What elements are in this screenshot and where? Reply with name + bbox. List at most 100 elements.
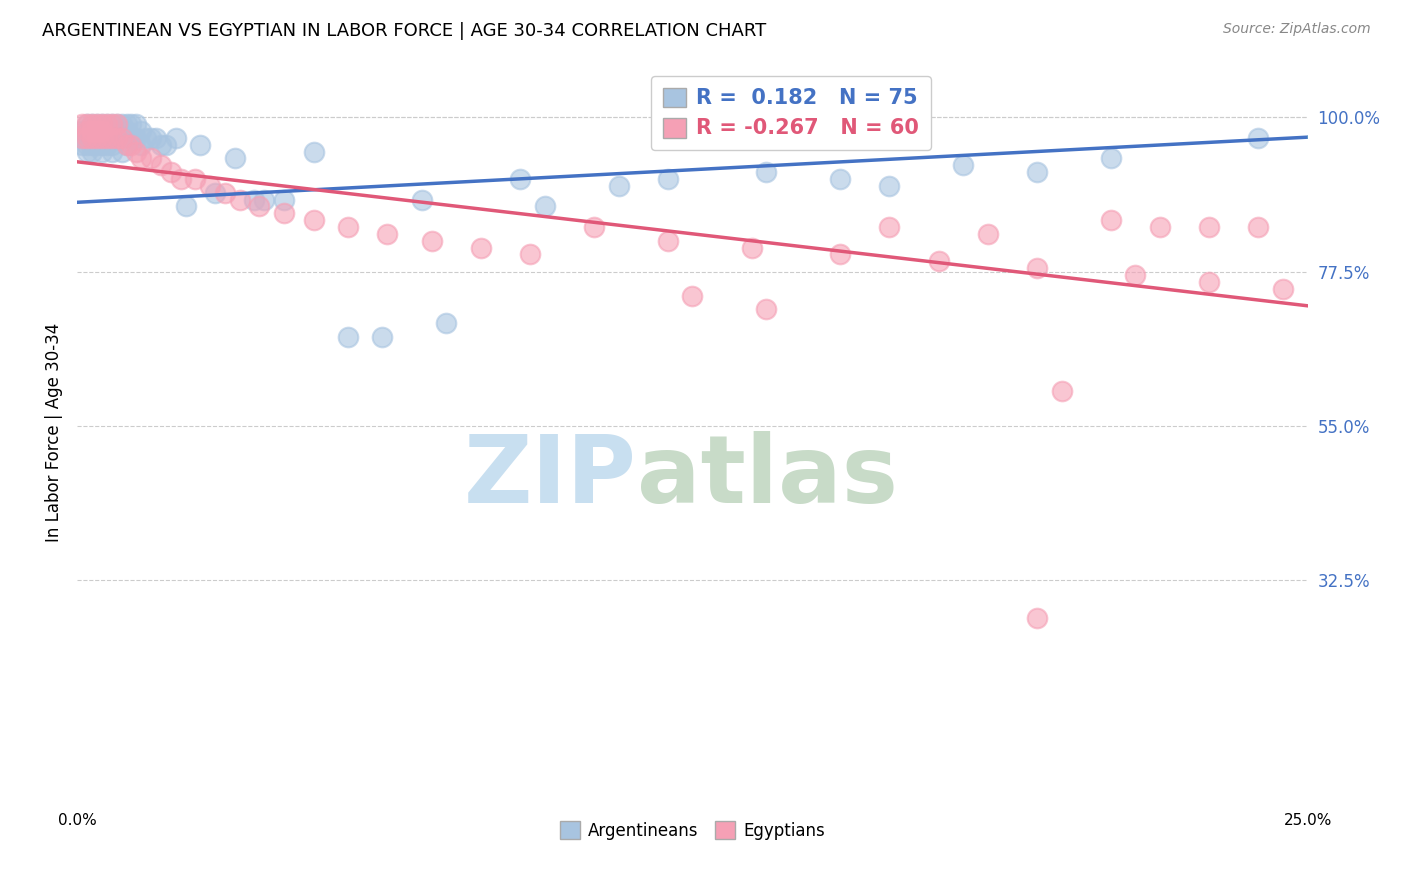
Point (76, 131, 98, 145)
Point (129, 124, 153, 138)
Point (1099, 152, 1122, 166)
Point (121, 117, 143, 131)
Point (96, 137, 118, 152)
Point (420, 234, 443, 248)
Point (105, 117, 128, 131)
Point (165, 131, 187, 145)
Point (952, 158, 974, 172)
Point (90, 124, 114, 138)
Point (741, 241, 763, 255)
Legend: Argentineans, Egyptians: Argentineans, Egyptians (553, 814, 832, 847)
Point (96, 124, 118, 138)
Point (436, 316, 458, 330)
Point (228, 193, 252, 207)
Point (928, 254, 950, 268)
Point (1050, 384, 1073, 399)
Point (86, 131, 108, 145)
Point (115, 124, 138, 138)
Point (224, 152, 246, 166)
Point (105, 117, 128, 131)
Point (86, 124, 108, 138)
Point (105, 131, 128, 145)
Point (1149, 219, 1171, 234)
Point (76, 124, 98, 138)
Point (200, 178, 222, 193)
Point (170, 172, 193, 186)
Point (204, 186, 226, 200)
Point (125, 117, 148, 131)
Point (70, 131, 93, 145)
Point (249, 199, 271, 213)
Point (755, 165, 778, 179)
Point (115, 137, 138, 152)
Point (150, 158, 173, 172)
Point (1198, 275, 1220, 289)
Point (82, 145, 104, 159)
Point (125, 145, 148, 159)
Point (90, 117, 114, 131)
Point (121, 131, 143, 145)
Point (76, 117, 98, 131)
Point (534, 199, 557, 213)
Point (111, 124, 132, 138)
Point (411, 193, 433, 207)
Text: ZIP: ZIP (464, 431, 637, 523)
Point (96, 117, 118, 131)
Point (76, 117, 98, 131)
Point (86, 117, 108, 131)
Point (214, 186, 236, 200)
Text: atlas: atlas (637, 431, 898, 523)
Point (86, 124, 108, 138)
Y-axis label: In Labor Force | Age 30-34: In Labor Force | Age 30-34 (45, 323, 63, 542)
Point (90, 145, 114, 159)
Point (607, 178, 630, 193)
Point (141, 152, 163, 166)
Point (977, 227, 1000, 241)
Point (105, 124, 128, 138)
Point (76, 137, 98, 152)
Point (135, 131, 157, 145)
Point (90, 131, 114, 145)
Point (337, 219, 360, 234)
Point (1272, 282, 1295, 296)
Point (1099, 213, 1122, 227)
Point (111, 117, 132, 131)
Point (96, 117, 118, 131)
Point (70, 124, 93, 138)
Point (96, 131, 118, 145)
Point (155, 137, 177, 152)
Point (101, 131, 124, 145)
Point (76, 131, 98, 145)
Point (830, 247, 852, 261)
Point (129, 152, 153, 166)
Point (82, 117, 104, 131)
Point (1247, 131, 1270, 145)
Point (302, 213, 325, 227)
Point (243, 193, 266, 207)
Point (111, 131, 132, 145)
Point (86, 117, 108, 131)
Point (1247, 219, 1270, 234)
Point (105, 131, 128, 145)
Text: ARGENTINEAN VS EGYPTIAN IN LABOR FORCE | AGE 30-34 CORRELATION CHART: ARGENTINEAN VS EGYPTIAN IN LABOR FORCE |… (42, 22, 766, 40)
Point (96, 131, 118, 145)
Point (101, 131, 124, 145)
Point (302, 145, 325, 159)
Point (755, 302, 778, 317)
Point (70, 117, 93, 131)
Point (150, 137, 173, 152)
Point (371, 329, 394, 343)
Point (82, 131, 104, 145)
Point (82, 117, 104, 131)
Point (377, 227, 399, 241)
Point (1125, 268, 1147, 282)
Point (90, 131, 114, 145)
Point (76, 124, 98, 138)
Point (519, 247, 541, 261)
Point (86, 131, 108, 145)
Point (82, 124, 104, 138)
Point (86, 137, 108, 152)
Point (145, 131, 167, 145)
Point (160, 165, 183, 179)
Point (70, 131, 93, 145)
